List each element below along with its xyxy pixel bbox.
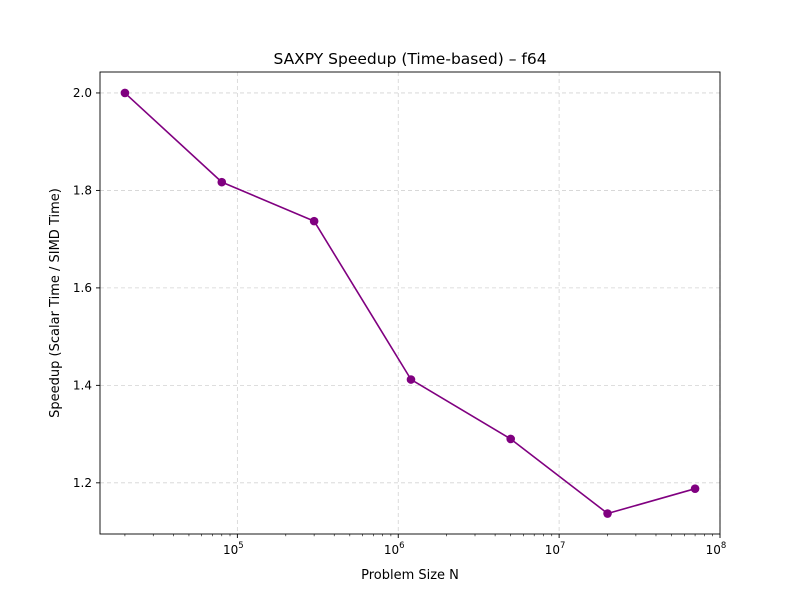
data-point[interactable] (690, 484, 700, 493)
x-axis-label: Problem Size N (361, 568, 459, 583)
x-tick-label: 108 (706, 541, 727, 557)
y-axis-label: Speedup (Scalar Time / SIMD Time) (48, 188, 63, 418)
data-point[interactable] (506, 434, 515, 444)
y-tick-label: 1.6 (73, 281, 92, 295)
chart-title: SAXPY Speedup (Time-based) – f64 (273, 50, 546, 68)
data-point[interactable] (217, 177, 227, 187)
x-tick-base: 10 (223, 543, 238, 557)
x-tick-exponent: 8 (721, 541, 726, 551)
grid (100, 72, 721, 534)
data-point[interactable] (120, 88, 130, 98)
x-tick-exponent: 7 (560, 541, 565, 551)
x-tick-base: 10 (384, 543, 399, 557)
data-point[interactable] (309, 216, 319, 226)
x-tick-exponent: 5 (238, 541, 243, 551)
y-tick-label: 2.0 (73, 86, 92, 100)
x-tick-base: 10 (706, 543, 721, 557)
x-tick-base: 10 (545, 543, 560, 557)
y-tick-label: 1.8 (73, 183, 92, 197)
plot-frame (99, 71, 721, 535)
x-tick-label: 107 (545, 541, 566, 557)
y-tick-label: 1.2 (73, 476, 92, 490)
series-layer (120, 88, 700, 518)
y-tick-label: 1.4 (73, 378, 92, 392)
x-tick-label: 105 (223, 541, 244, 557)
data-point[interactable] (603, 509, 612, 518)
series-line (124, 92, 696, 515)
x-tick-label: 106 (384, 541, 405, 557)
x-tick-exponent: 6 (399, 541, 404, 551)
data-point[interactable] (406, 375, 416, 384)
